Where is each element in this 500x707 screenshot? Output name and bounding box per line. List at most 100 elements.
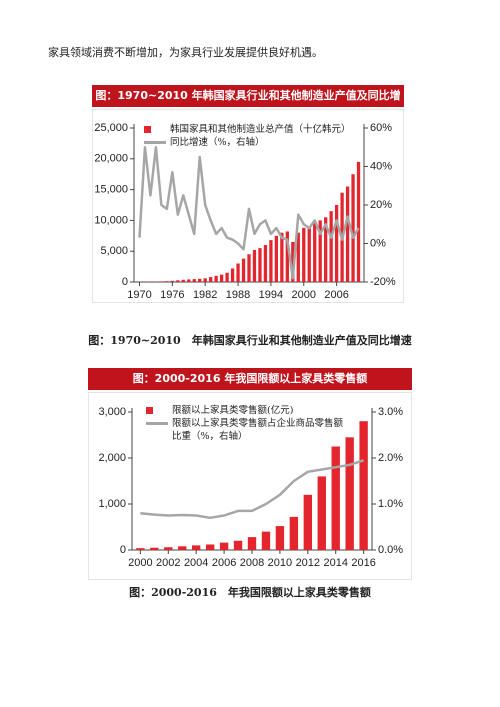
- legend-marker: [146, 422, 168, 425]
- bar: [291, 241, 295, 282]
- bar: [230, 268, 235, 282]
- bar: [307, 226, 311, 282]
- x-tick-label: 1994: [259, 289, 283, 301]
- bar: [187, 279, 191, 282]
- legend-item: 限额以上家具类零售额占企业商品零售额比重（%，右轴）: [146, 417, 351, 443]
- line: [138, 146, 360, 280]
- bar: [136, 548, 145, 550]
- bar: [331, 446, 340, 550]
- x-tick-label: 2000: [292, 289, 316, 301]
- legend-marker: [144, 126, 151, 133]
- bar: [233, 540, 243, 550]
- bar: [289, 516, 299, 550]
- y-tick-label: 0: [120, 544, 126, 556]
- chart-frame: [92, 109, 404, 303]
- legend-item: 同比增速（%，右轴）: [144, 136, 359, 149]
- y2-tick-label: 2.0%: [378, 452, 403, 464]
- x-tick-label: 2006: [212, 557, 236, 569]
- x-tick-label: 1988: [226, 289, 250, 301]
- y2-tick-label: 1.0%: [378, 498, 403, 510]
- bar: [203, 278, 207, 282]
- legend-marker: [146, 407, 153, 414]
- y-tick-label: 1,000: [98, 498, 126, 510]
- legend-item: 韩国家具和其他制造业总产值（十亿韩元）: [144, 123, 359, 136]
- paragraph: 家具领域消费不断增加，为家具行业发展提供良好机遇。: [48, 46, 323, 59]
- y2-tick-label: 3.0%: [378, 406, 403, 418]
- bar: [181, 279, 185, 282]
- y-tick-label: 20,000: [94, 153, 128, 165]
- bar: [275, 526, 285, 550]
- plot: 0 1,000 2,000 3,000 0.0% 1.0% 2.0% 3.0% 2000 2002…: [98, 406, 403, 569]
- bar: [198, 278, 202, 282]
- y-tick-label: 5,000: [100, 245, 128, 257]
- x-tick-label: 2000: [128, 557, 152, 569]
- chart-frame: [88, 392, 412, 580]
- bar: [302, 227, 306, 282]
- caption: 图：1970~2010 年韩国家具行业和其他制造业产值及同比增速: [88, 334, 412, 347]
- x-tick-label: 2006: [324, 289, 348, 301]
- bar: [192, 279, 196, 282]
- chart-title: 图：2000-2016 年我国限额以上家具类零售额: [88, 368, 412, 390]
- legend-label: 限额以上家具类零售额占企业商品零售额比重（%，右轴）: [172, 418, 344, 442]
- bar: [205, 544, 215, 550]
- bar: [351, 174, 355, 282]
- x-tick-label: 2010: [268, 557, 292, 569]
- legend-marker: [144, 141, 166, 144]
- plot: 0 5,000 10,000 15,000 20,000 25,000 -20% 0% 20% 4…: [94, 122, 396, 301]
- bar: [280, 232, 284, 282]
- y2-tick-label: -20%: [370, 276, 396, 288]
- bar: [274, 235, 279, 282]
- bar: [313, 221, 317, 282]
- caption: 图：2000-2016 年我国限额以上家具类零售额: [129, 586, 371, 599]
- bar: [247, 537, 257, 550]
- bar: [317, 476, 326, 550]
- y2-tick-label: 20%: [370, 199, 392, 211]
- bar: [247, 254, 251, 282]
- x-tick-label: 2004: [184, 557, 208, 569]
- bar: [176, 280, 180, 282]
- x-tick-label: 2008: [240, 557, 264, 569]
- legend-label: 韩国家具和其他制造业总产值（十亿韩元）: [170, 124, 351, 135]
- y2-tick-label: 0%: [370, 237, 386, 249]
- bar: [345, 186, 350, 282]
- bar: [214, 275, 218, 282]
- bar: [356, 161, 361, 282]
- legend: 限额以上家具类零售额(亿元) 限额以上家具类零售额占企业商品零售额比重（%，右轴）: [146, 404, 351, 443]
- bar: [159, 281, 164, 282]
- bar: [324, 217, 328, 282]
- bar: [329, 211, 333, 282]
- bar: [359, 421, 368, 550]
- bar: [225, 272, 229, 282]
- x-tick-label: 1982: [193, 289, 217, 301]
- y-tick-label: 2,000: [98, 452, 126, 464]
- bar: [236, 263, 240, 282]
- y-tick-label: 10,000: [94, 214, 128, 226]
- bar: [252, 249, 257, 282]
- legend: 韩国家具和其他制造业总产值（十亿韩元） 同比增速（%，右轴）: [144, 123, 359, 149]
- x-tick-label: 2016: [351, 557, 375, 569]
- y-tick-label: 25,000: [94, 122, 128, 134]
- bar: [209, 277, 213, 282]
- bar: [261, 531, 271, 550]
- chart: 图：2000-2016 年我国限额以上家具类零售额 0 1,000 2,000 3,00…: [88, 368, 412, 580]
- bar: [263, 245, 268, 282]
- bar: [269, 240, 273, 282]
- x-tick-label: 2012: [296, 557, 320, 569]
- bar: [192, 545, 201, 550]
- y2-tick-label: 60%: [370, 122, 392, 134]
- y-tick-label: 0: [122, 276, 128, 288]
- bar: [219, 542, 229, 550]
- bar: [303, 494, 312, 550]
- bar: [219, 274, 224, 282]
- chart-title: 图：1970~2010 年韩国家具行业和其他制造业产值及同比增速: [92, 85, 404, 124]
- bar: [241, 258, 246, 282]
- bar: [318, 220, 322, 282]
- bar: [345, 437, 354, 550]
- bar: [296, 232, 300, 282]
- y2-tick-label: 40%: [370, 160, 392, 172]
- y-tick-label: 15,000: [94, 184, 128, 196]
- chart: 图：1970~2010 年韩国家具行业和其他制造业产值及同比增速 0 5,000 10…: [92, 85, 404, 303]
- bar: [178, 546, 187, 550]
- y-tick-label: 3,000: [98, 406, 126, 418]
